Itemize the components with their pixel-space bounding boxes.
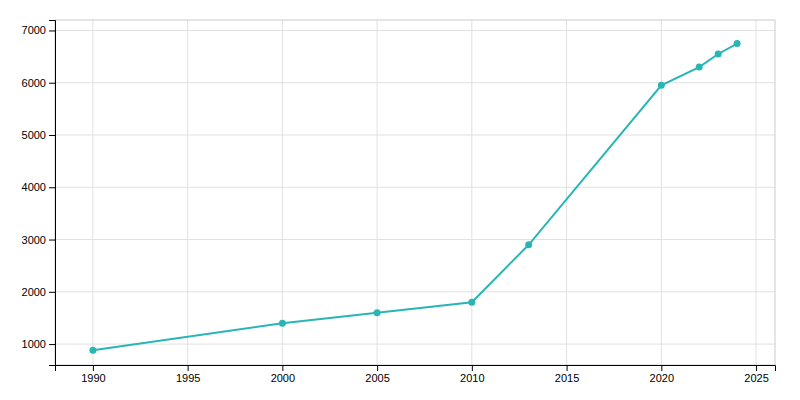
grid-line-x [471, 20, 472, 365]
grid-line-y [55, 135, 775, 136]
x-tick: 1995 [176, 365, 200, 384]
x-tick-label: 2010 [460, 372, 484, 384]
x-tick: 2005 [365, 365, 389, 384]
y-tick: 3000 [22, 234, 55, 246]
y-tick-mark [49, 187, 55, 188]
y-tick: 1000 [22, 338, 55, 350]
chart: 1990 1995 2000 2005 2010 2015 2020 2025 1000 2000… [0, 0, 800, 400]
point [279, 320, 286, 327]
y-tick-label: 7000 [22, 24, 46, 36]
point [715, 50, 722, 57]
x-tick-mark [567, 365, 568, 371]
grid-line-x [661, 20, 662, 365]
point [89, 347, 96, 354]
y-tick-mark [49, 292, 55, 293]
x-tick: 2020 [650, 365, 674, 384]
grid [55, 20, 775, 365]
x-tick-label: 2000 [271, 372, 295, 384]
x-tick-label: 2020 [650, 372, 674, 384]
point [525, 241, 532, 248]
x-axis: 1990 1995 2000 2005 2010 2015 2020 2025 [56, 365, 776, 384]
grid-line-x [756, 20, 757, 365]
y-tick-label: 5000 [22, 129, 46, 141]
x-tick-mark [93, 365, 94, 371]
y-tick-mark [49, 135, 55, 136]
x-tick: 2015 [555, 365, 579, 384]
point [696, 64, 703, 71]
grid-line-x [566, 20, 567, 365]
y-tick: 6000 [22, 77, 55, 89]
y-tick: 7000 [22, 24, 55, 36]
plot: 1990 1995 2000 2005 2010 2015 2020 2025 1000 2000… [22, 20, 776, 384]
x-tick-mark [377, 365, 378, 371]
y-tick: 2000 [22, 286, 55, 298]
x-tick-mark [472, 365, 473, 371]
x-tick: 1990 [81, 365, 105, 384]
y-tick-label: 2000 [22, 286, 46, 298]
x-tick-label: 2025 [744, 372, 768, 384]
series [89, 40, 740, 354]
point [374, 309, 381, 316]
point [658, 82, 665, 89]
x-tick-mark [756, 365, 757, 371]
x-tick-label: 2005 [365, 372, 389, 384]
line [93, 44, 737, 351]
x-tick-label: 1990 [81, 372, 105, 384]
x-tick-label: 1995 [176, 372, 200, 384]
grid-line-x [187, 20, 188, 365]
plot-frame [55, 20, 775, 365]
point [468, 299, 475, 306]
y-tick-label: 4000 [22, 181, 46, 193]
point [734, 40, 741, 47]
grid-line-x [92, 20, 93, 365]
x-tick: 2000 [271, 365, 295, 384]
y-tick: 4000 [22, 181, 55, 193]
y-tick-label: 6000 [22, 77, 46, 89]
x-tick-mark [282, 365, 283, 371]
y-tick-mark [49, 240, 55, 241]
x-axis-line [56, 366, 776, 372]
x-tick: 2025 [744, 365, 768, 384]
x-tick: 2010 [460, 365, 484, 384]
y-axis: 1000 2000 3000 4000 5000 6000 7000 [22, 21, 56, 366]
x-tick-mark [188, 365, 189, 371]
grid-line-y [55, 187, 775, 188]
x-tick-mark [661, 365, 662, 371]
grid-line-y [55, 30, 775, 31]
grid-line-y [55, 291, 775, 292]
y-tick-label: 1000 [22, 338, 46, 350]
y-axis-line [49, 21, 56, 366]
grid-line-y [55, 239, 775, 240]
grid-line-y [55, 344, 775, 345]
grid-line-x [282, 20, 283, 365]
y-tick-mark [49, 344, 55, 345]
y-tick-label: 3000 [22, 234, 46, 246]
y-tick-mark [49, 30, 55, 31]
y-tick: 5000 [22, 129, 55, 141]
y-tick-mark [49, 83, 55, 84]
x-tick-label: 2015 [555, 372, 579, 384]
